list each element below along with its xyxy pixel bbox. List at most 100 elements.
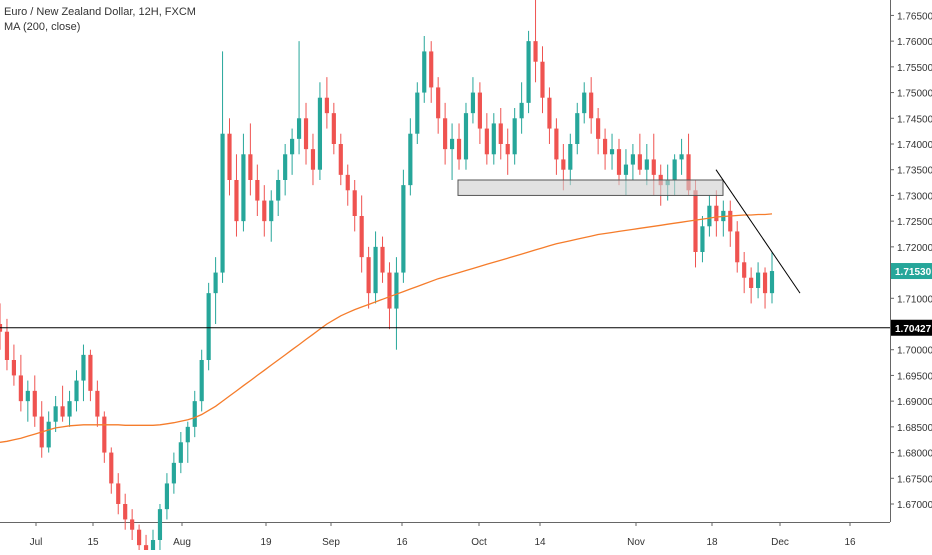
candle-body bbox=[143, 545, 149, 555]
price-tick-label: 1.75500 bbox=[897, 63, 932, 74]
candle bbox=[449, 123, 455, 180]
candle-body bbox=[491, 123, 496, 155]
candle-body bbox=[700, 226, 705, 252]
candle bbox=[408, 118, 413, 196]
candle-body bbox=[728, 210, 733, 232]
time-tick-label: Jul bbox=[30, 537, 43, 548]
candle bbox=[602, 128, 608, 170]
candle-body bbox=[338, 144, 343, 175]
candle-body bbox=[449, 138, 455, 150]
candle bbox=[290, 128, 295, 175]
candle-body bbox=[269, 200, 274, 222]
candle-body bbox=[60, 406, 65, 417]
candle-body bbox=[679, 154, 684, 160]
legend: Euro / New Zealand Dollar, 12H, FXCM MA … bbox=[4, 5, 196, 35]
candle bbox=[429, 41, 434, 103]
candle-body bbox=[533, 41, 538, 62]
candle bbox=[220, 51, 225, 283]
candle-body bbox=[443, 118, 448, 150]
time-tick-label: Dec bbox=[771, 537, 789, 548]
candle bbox=[67, 390, 72, 427]
candle bbox=[735, 221, 740, 273]
candle bbox=[199, 349, 204, 412]
candle bbox=[255, 164, 260, 216]
candle-body bbox=[102, 416, 107, 453]
price-tick-label: 1.74000 bbox=[897, 140, 932, 151]
candle bbox=[352, 180, 357, 232]
candle bbox=[366, 246, 371, 309]
candle bbox=[143, 534, 149, 555]
candle-body bbox=[769, 271, 775, 294]
candle bbox=[637, 133, 642, 175]
candle-body bbox=[310, 149, 316, 170]
candle bbox=[345, 164, 350, 206]
candle-body bbox=[234, 180, 239, 222]
candle bbox=[477, 82, 482, 144]
candle-body bbox=[380, 246, 385, 273]
candle-body bbox=[526, 41, 531, 103]
trendline bbox=[715, 169, 801, 294]
candle-body bbox=[53, 406, 58, 422]
candle-body bbox=[164, 483, 170, 510]
candle bbox=[700, 216, 705, 263]
candle bbox=[505, 128, 510, 175]
candle bbox=[443, 102, 448, 165]
price-tick-label: 1.76000 bbox=[897, 37, 932, 48]
candle bbox=[519, 82, 524, 134]
candle-body bbox=[88, 354, 93, 391]
ma-200-line bbox=[0, 213, 773, 443]
price-tick-label: 1.75000 bbox=[897, 89, 932, 100]
candle-body bbox=[109, 452, 114, 484]
time-tick-label: 18 bbox=[706, 537, 718, 548]
candle-body bbox=[512, 118, 517, 155]
candle bbox=[769, 252, 775, 304]
candle bbox=[18, 354, 23, 412]
candle-body bbox=[185, 426, 190, 443]
candle-body bbox=[4, 331, 10, 360]
candle bbox=[422, 36, 427, 103]
time-tick-label: Sep bbox=[322, 537, 340, 548]
candle bbox=[234, 154, 239, 237]
candle bbox=[95, 380, 100, 427]
candle bbox=[32, 375, 37, 427]
candle-body bbox=[596, 118, 601, 139]
candle-body bbox=[463, 113, 469, 160]
candle-body bbox=[540, 61, 545, 98]
candle bbox=[338, 133, 343, 186]
candle bbox=[248, 123, 253, 196]
candle-body bbox=[25, 390, 30, 402]
candle bbox=[415, 82, 420, 144]
candle bbox=[213, 257, 218, 324]
last-price-label: 1.71530 bbox=[895, 267, 932, 278]
candle-body bbox=[742, 262, 747, 278]
support-price-label: 1.70427 bbox=[895, 324, 932, 335]
candle bbox=[324, 77, 329, 129]
candle bbox=[88, 349, 93, 402]
candle bbox=[178, 432, 183, 474]
price-tick-label: 1.69500 bbox=[897, 371, 932, 382]
candle-body bbox=[157, 509, 163, 540]
candle-body bbox=[352, 190, 357, 216]
candle bbox=[123, 493, 128, 530]
candle-body bbox=[206, 293, 211, 360]
candle bbox=[387, 262, 392, 330]
candle bbox=[227, 118, 232, 196]
candle-body bbox=[519, 102, 524, 119]
candle bbox=[116, 473, 121, 515]
candle-body bbox=[130, 519, 135, 530]
price-tick-label: 1.76500 bbox=[897, 11, 932, 22]
candle bbox=[630, 144, 635, 180]
candle-body bbox=[171, 462, 176, 484]
candle bbox=[498, 108, 503, 160]
ma-indicator-label: MA (200, close) bbox=[4, 21, 81, 33]
candle bbox=[609, 133, 615, 170]
candle bbox=[303, 102, 309, 165]
candle bbox=[616, 138, 622, 186]
candle-body bbox=[178, 442, 183, 463]
candle-body bbox=[630, 154, 635, 165]
candle-body bbox=[296, 118, 302, 139]
candle bbox=[394, 257, 399, 350]
candle bbox=[109, 447, 114, 494]
candle-body bbox=[359, 216, 364, 258]
candle-body bbox=[331, 113, 336, 144]
